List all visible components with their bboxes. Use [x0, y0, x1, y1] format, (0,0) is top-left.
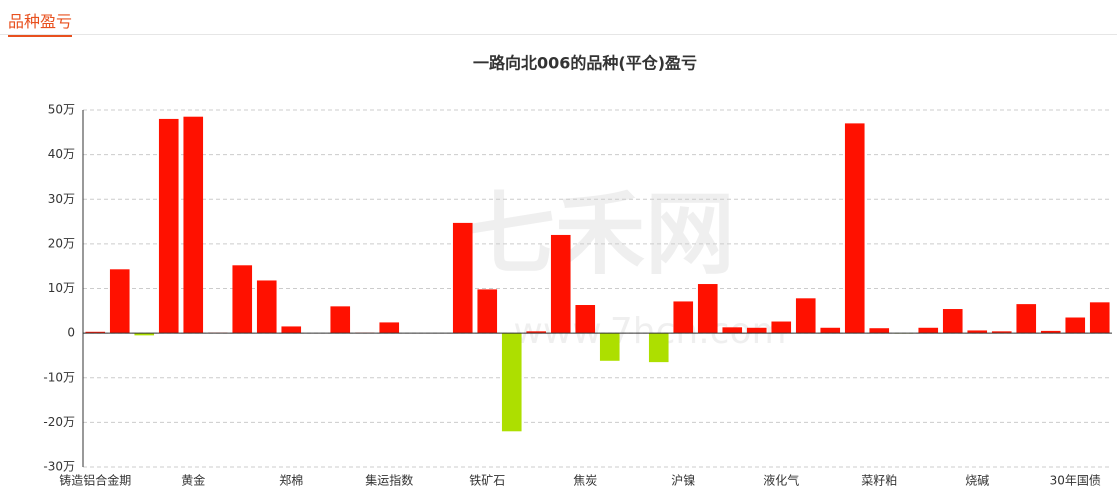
bar — [648, 333, 669, 363]
bar — [673, 301, 694, 334]
bar — [869, 328, 890, 334]
x-tick-label: 集运指数 — [365, 473, 413, 488]
bar — [771, 321, 792, 334]
x-tick-label: 郑棉 — [279, 473, 303, 488]
bar — [746, 327, 767, 334]
x-tick-label: 铁矿石 — [469, 474, 505, 488]
x-tick-label: 黄金 — [181, 473, 205, 488]
y-tick-label: 10万 — [48, 281, 75, 295]
bar — [942, 309, 963, 334]
bar — [85, 331, 106, 334]
y-tick-label: -30万 — [43, 460, 75, 474]
bar — [452, 222, 473, 334]
y-tick-label: -20万 — [43, 415, 75, 429]
x-tick-label: 铸造铝合金期 — [59, 473, 131, 488]
bar — [330, 306, 351, 334]
bar — [1065, 317, 1086, 334]
y-tick-label: -10万 — [43, 370, 75, 384]
x-tick-label: 菜籽粕 — [861, 473, 897, 488]
bar — [967, 330, 988, 334]
bar — [183, 116, 204, 334]
bar — [697, 284, 718, 334]
y-tick-label: 50万 — [48, 103, 75, 117]
watermark-logo: 七禾网 — [465, 182, 735, 287]
bar — [550, 234, 571, 334]
y-tick-label: 0 — [67, 326, 75, 340]
x-tick-label: 30年国债 — [1050, 474, 1101, 488]
bar — [820, 327, 841, 334]
bar — [379, 322, 400, 334]
bar — [575, 305, 596, 334]
section-title: 品种盈亏 — [8, 8, 73, 37]
y-tick-label: 40万 — [48, 147, 75, 161]
bar — [477, 289, 498, 334]
x-tick-label: 焦炭 — [573, 474, 597, 488]
bar — [501, 333, 522, 432]
bar — [722, 327, 743, 334]
divider — [0, 34, 1117, 35]
bar — [526, 331, 547, 334]
bar — [109, 269, 130, 334]
bar — [991, 331, 1012, 334]
bar — [1040, 330, 1061, 334]
bar — [281, 326, 302, 334]
chart-title: 一路向北006的品种(平仓)盈亏 — [473, 54, 697, 73]
bar — [599, 333, 620, 361]
bar — [134, 333, 155, 336]
y-tick-label: 30万 — [48, 192, 75, 206]
bar — [256, 280, 277, 334]
bar — [1016, 304, 1037, 334]
bar — [232, 265, 253, 334]
bar — [795, 298, 816, 334]
x-tick-label: 液化气 — [763, 473, 799, 488]
bar — [1089, 302, 1110, 334]
x-tick-label: 烧碱 — [965, 474, 989, 488]
y-tick-label: 20万 — [48, 236, 75, 250]
x-tick-label: 沪镍 — [671, 474, 695, 488]
bar — [844, 123, 865, 334]
bar — [158, 118, 179, 334]
bar — [918, 327, 939, 334]
